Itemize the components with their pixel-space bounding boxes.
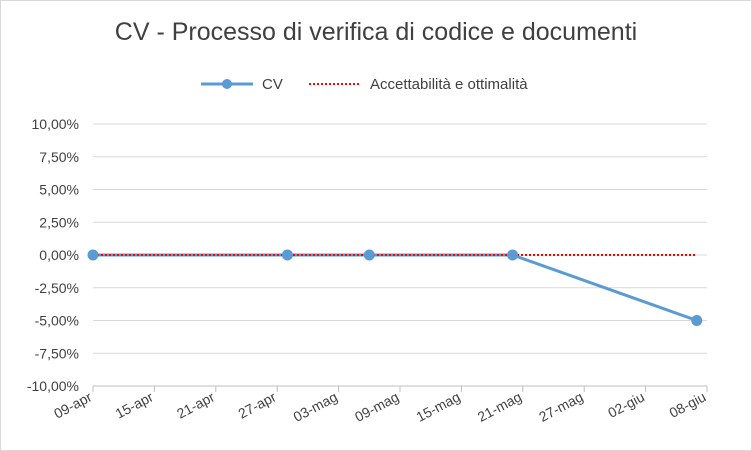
data-point-cv (363, 249, 375, 261)
y-tick-label: -7,50% (35, 345, 79, 361)
data-point-cv (691, 315, 703, 326)
legend-label-accettabilita: Accettabilità e ottimalità (370, 75, 528, 93)
x-tick-label: 08-giu (667, 389, 709, 421)
legend-label-cv: CV (262, 75, 283, 93)
y-tick-label: 0,00% (39, 247, 79, 263)
data-point-cv (281, 249, 293, 261)
x-tick-label: 27-apr (235, 388, 279, 421)
legend-swatch-cv (201, 79, 253, 89)
x-tick-label: 21-mag (475, 389, 524, 425)
x-tick-label: 15-apr (113, 388, 157, 421)
y-tick-label: -2,50% (35, 280, 79, 296)
x-tick-label: 09-mag (352, 389, 401, 425)
x-tick-label: 27-mag (536, 389, 585, 425)
y-tick-label: 7,50% (39, 149, 79, 165)
y-tick-label: -5,00% (35, 313, 79, 329)
chart-title: CV - Processo di verifica di codice e do… (114, 18, 638, 46)
data-point-cv (507, 249, 519, 261)
legend: CV Accettabilità e ottimalità (0, 73, 752, 95)
y-tick-label: 2,50% (39, 214, 79, 230)
y-tick-label: -10,00% (27, 378, 79, 394)
legend-swatch-accettabilita (309, 83, 361, 85)
legend-item-accettabilita: Accettabilità e ottimalità (308, 73, 528, 95)
y-tick-label: 10,00% (32, 116, 79, 132)
data-point-cv (87, 249, 99, 261)
y-tick-label: 5,00% (39, 182, 79, 198)
x-tick-label: 02-giu (605, 389, 647, 421)
x-tick-label: 15-mag (413, 389, 462, 425)
x-tick-label: 21-apr (174, 388, 218, 421)
x-tick-label: 03-mag (291, 389, 340, 425)
legend-item-cv: CV (200, 73, 283, 95)
